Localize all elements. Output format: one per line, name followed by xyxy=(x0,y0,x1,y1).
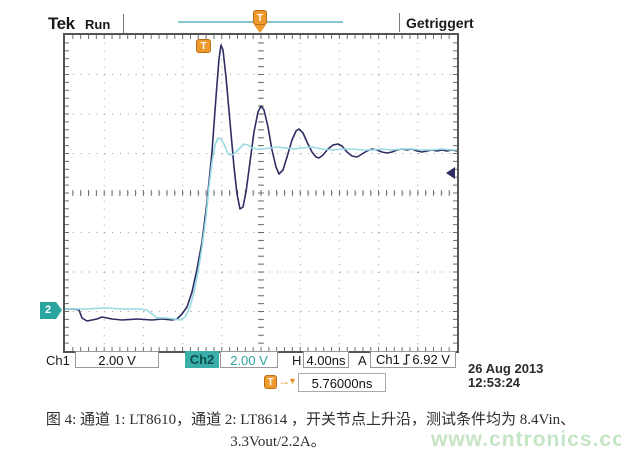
trigger-level-arrow-icon xyxy=(446,167,455,179)
ch2-label-badge: Ch2 xyxy=(185,351,219,368)
time-label: 12:53:24 xyxy=(468,375,521,390)
ch2-scale-value: 2.00 V xyxy=(230,353,268,368)
trigger-mode-label: A xyxy=(358,353,367,368)
waveform-trace-ch2 xyxy=(65,137,457,321)
trigger-level-value: 6.92 V xyxy=(412,352,450,367)
trigger-source: Ch1 xyxy=(376,352,400,367)
delay-readout-value: 5.76000ns xyxy=(311,376,373,391)
figure-caption-line2: 3.3Vout/2.2A。 xyxy=(230,434,326,450)
horizontal-scale-value: 4.00ns xyxy=(306,353,346,368)
tek-logo: Tek xyxy=(48,14,75,33)
delay-arrow-icon: → xyxy=(278,374,290,388)
trigger-flag-arrow-icon xyxy=(254,25,266,33)
ch1-scale-box: 2.00 V xyxy=(75,351,159,368)
ch1-label: Ch1 xyxy=(46,353,70,368)
trigger-position-marker: T xyxy=(253,10,267,33)
oscilloscope-display xyxy=(65,35,458,351)
horizontal-scale-box: 4.00ns xyxy=(303,351,349,368)
header-divider xyxy=(123,14,124,33)
rising-edge-icon xyxy=(402,354,410,365)
horizontal-label: H xyxy=(292,353,302,368)
trigger-point-icon: T xyxy=(196,39,211,53)
acquisition-status: Run xyxy=(85,17,111,32)
ch2-ground-marker: 2 xyxy=(40,302,62,319)
figure-caption-line1: 图 4: 通道 1: LT8610，通道 2: LT8614 ，开关节点上升沿，… xyxy=(45,412,576,428)
watermark: www.cntronics.com xyxy=(431,428,621,451)
date-label: 26 Aug 2013 xyxy=(468,361,544,376)
trigger-status: Getriggert xyxy=(406,15,474,31)
delay-readout-box: 5.76000ns xyxy=(298,373,386,392)
trigger-flag-icon: T xyxy=(253,10,267,25)
delay-t-icon: T xyxy=(264,375,277,389)
trigger-info-box: Ch1 6.92 V xyxy=(370,351,456,368)
delay-caret-icon: ▼ xyxy=(288,376,297,386)
ch2-marker-tip-icon xyxy=(56,302,62,319)
ch1-scale-value: 2.00 V xyxy=(98,353,136,368)
ch2-scale-box: 2.00 V xyxy=(220,351,278,368)
header-divider-2 xyxy=(399,13,400,32)
ch2-marker-label: 2 xyxy=(40,302,56,319)
